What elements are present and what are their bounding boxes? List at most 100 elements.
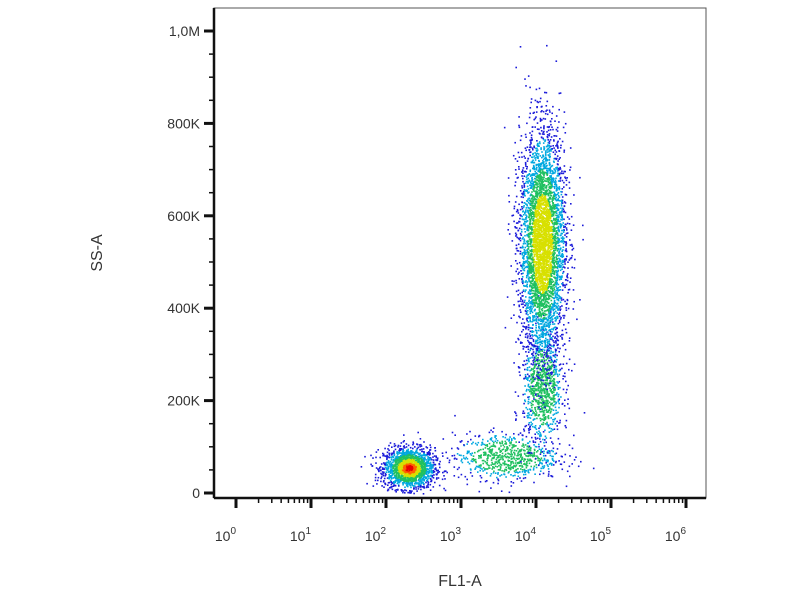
data-point	[417, 431, 419, 434]
data-point	[427, 474, 429, 477]
data-point	[397, 465, 400, 468]
data-point	[533, 370, 536, 372]
data-point	[400, 478, 402, 481]
data-point	[461, 458, 463, 461]
data-point	[542, 403, 545, 406]
data-point	[486, 445, 489, 448]
data-point	[543, 419, 546, 421]
data-point	[525, 406, 527, 409]
data-point	[490, 473, 493, 475]
data-point	[480, 465, 482, 467]
data-point	[526, 464, 529, 467]
data-point	[416, 466, 418, 469]
data-point	[477, 471, 479, 473]
data-point	[415, 486, 417, 488]
data-point	[394, 461, 397, 464]
data-point	[547, 225, 549, 228]
data-point	[546, 351, 548, 354]
data-point	[538, 430, 540, 433]
data-point	[421, 464, 424, 467]
data-point	[536, 393, 538, 395]
data-point	[545, 437, 548, 439]
data-point	[568, 223, 571, 225]
data-point	[400, 473, 402, 475]
data-point	[537, 258, 539, 260]
data-point	[412, 442, 415, 445]
data-point	[568, 259, 571, 261]
data-point	[375, 462, 377, 464]
data-point	[551, 390, 554, 393]
data-point	[558, 254, 561, 256]
data-point	[487, 448, 489, 450]
data-point	[535, 466, 538, 469]
data-point	[555, 167, 557, 169]
data-point	[535, 399, 538, 402]
data-point	[534, 248, 536, 251]
data-point	[549, 311, 552, 313]
data-point	[400, 469, 402, 471]
data-point	[540, 165, 542, 168]
data-point	[535, 451, 538, 453]
data-point	[497, 482, 499, 485]
data-point	[527, 348, 530, 351]
data-point	[401, 452, 403, 455]
data-point	[394, 444, 397, 447]
data-point	[424, 454, 427, 457]
data-point	[471, 443, 473, 445]
data-point	[543, 466, 545, 469]
data-point	[526, 445, 529, 447]
data-point	[545, 376, 547, 379]
data-point	[538, 288, 541, 291]
data-point	[546, 257, 548, 259]
data-point	[401, 464, 404, 467]
data-point	[545, 409, 548, 411]
data-point	[437, 471, 439, 474]
data-point	[543, 413, 546, 416]
data-point	[405, 474, 407, 476]
data-point	[552, 345, 555, 348]
data-point	[556, 315, 558, 318]
data-point	[407, 454, 409, 457]
data-point	[565, 223, 567, 226]
data-point	[414, 485, 416, 487]
data-point	[397, 463, 399, 465]
data-point	[553, 259, 555, 261]
data-point	[544, 362, 547, 365]
data-point	[542, 110, 545, 113]
data-point	[541, 389, 543, 391]
data-point	[519, 459, 522, 462]
data-point	[513, 220, 515, 223]
data-point	[527, 236, 530, 238]
data-point	[395, 471, 398, 473]
data-point	[546, 172, 549, 174]
data-point	[550, 408, 553, 411]
data-point	[389, 460, 392, 463]
data-point	[387, 460, 390, 462]
data-point	[417, 456, 419, 458]
data-point	[419, 486, 422, 488]
data-point	[418, 462, 421, 465]
data-point	[500, 474, 503, 476]
data-point	[535, 163, 538, 166]
data-point	[551, 251, 554, 253]
data-point	[418, 472, 420, 474]
data-point	[523, 258, 525, 260]
data-point	[524, 368, 526, 371]
data-point	[407, 485, 409, 488]
data-point	[553, 355, 556, 358]
data-point	[390, 466, 392, 468]
data-point	[547, 333, 550, 336]
data-point	[383, 471, 385, 474]
data-point	[540, 287, 542, 290]
data-point	[527, 383, 530, 386]
data-point	[542, 415, 544, 417]
data-point	[549, 120, 552, 122]
data-point	[499, 442, 502, 445]
data-point	[526, 369, 529, 371]
data-point	[539, 97, 542, 100]
data-point	[384, 475, 387, 477]
data-point	[482, 451, 485, 454]
data-point	[524, 363, 527, 366]
data-point	[418, 484, 420, 487]
data-point	[526, 178, 528, 180]
